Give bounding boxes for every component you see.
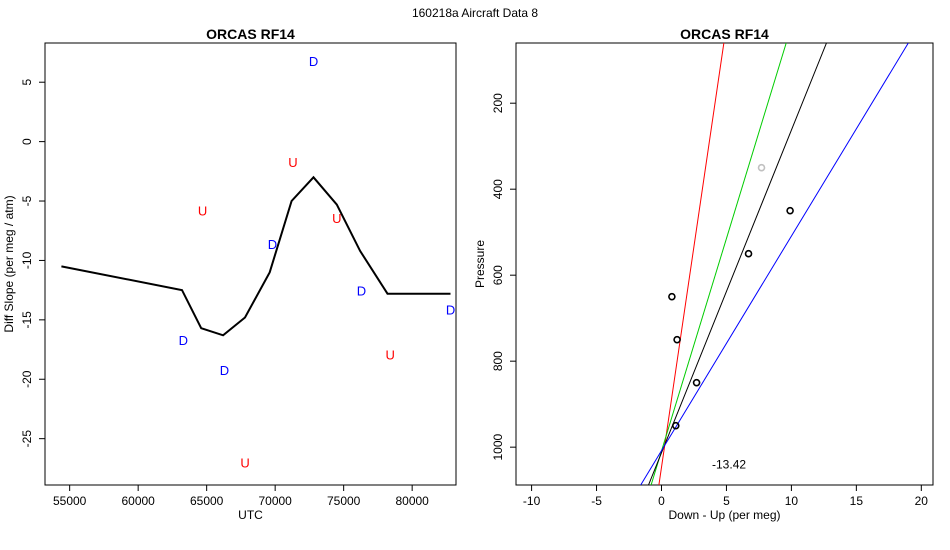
left-y-tick-label: -10 [20,251,34,269]
right-x-tick-label: 10 [785,494,799,508]
up-point-label: U [332,211,341,226]
down-point-label: D [446,302,455,317]
data-point [673,335,681,344]
left-x-tick-label: 70000 [258,494,292,508]
down-point-label: D [179,333,188,348]
up-point-label: U [386,347,395,362]
fit-line [648,43,827,485]
left-y-tick-label: -20 [20,370,34,388]
left-x-tick-label: 65000 [190,494,224,508]
left-x-tick-label: 80000 [395,494,429,508]
right-x-tick-label: 20 [915,494,929,508]
right-x-tick-label: 0 [658,494,665,508]
right-plot-frame [515,42,934,486]
left-x-tick-label: 75000 [327,494,361,508]
left-y-axis-label: Diff Slope (per meg / atm) [2,195,16,332]
left-series-line [61,175,451,337]
page-title: 160218a Aircraft Data 8 [411,6,539,20]
down-point-label: D [220,363,229,378]
fit-line [650,43,787,485]
fit-line [640,43,909,485]
left-y-tick-label: 0 [20,138,34,145]
down-point-label: D [309,54,318,69]
up-point-label: U [240,456,249,471]
fit-line [658,43,725,485]
left-plot-area: D U U U D D D D U D U [61,54,455,471]
data-point [786,206,794,215]
up-point-label: U [288,155,297,170]
data-point [692,378,701,387]
slope-annotation: -13.42 [712,457,746,471]
right-x-tick-label: -10 [523,494,541,508]
left-y-tick-label: -15 [20,311,34,329]
left-x-tick-label: 55000 [53,494,87,508]
left-x-axis-label: UTC [238,508,263,522]
down-point-label: D [268,237,277,252]
right-y-tick-label: 400 [491,179,505,199]
right-y-tick-label: 1000 [491,433,505,460]
left-plot-frame [44,42,457,486]
data-point [744,249,753,258]
down-point-label: D [357,283,366,298]
right-y-axis-label: Pressure [473,240,487,288]
right-x-axis-label: Down - Up (per meg) [668,508,780,522]
right-title: ORCAS RF14 [680,26,769,42]
left-y-tick-label: 5 [20,79,34,86]
up-point-label: U [198,204,207,219]
right-x-tick-label: -5 [591,494,602,508]
left-x-tick-label: 60000 [121,494,155,508]
left-y-tick-label: -5 [20,195,34,206]
right-y-tick-label: 800 [491,351,505,371]
right-x-tick-label: 15 [850,494,864,508]
left-title: ORCAS RF14 [206,26,295,42]
right-plot-area [640,43,909,485]
right-y-tick-label: 200 [491,93,505,113]
data-point [671,421,680,430]
right-y-tick-label: 600 [491,265,505,285]
data-point [757,163,766,172]
left-y-tick-label: -25 [20,430,34,448]
data-point [668,292,676,301]
right-x-tick-label: 5 [723,494,730,508]
